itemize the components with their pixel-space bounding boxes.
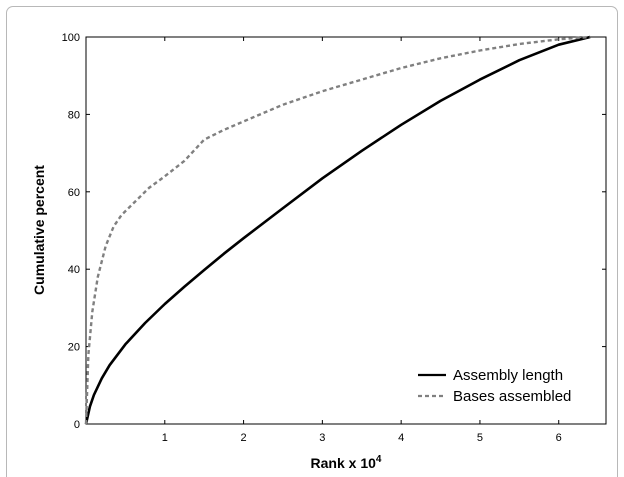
y-axis-label: Cumulative percent bbox=[31, 165, 47, 295]
x-axis-label: Rank x 104 bbox=[311, 454, 382, 471]
legend-label-bases-assembled: Bases assembled bbox=[453, 388, 571, 405]
series-line-bases-assembled bbox=[84, 35, 591, 425]
x-tick-label: 4 bbox=[398, 432, 404, 444]
y-tick-label: 20 bbox=[68, 342, 80, 354]
series-group bbox=[84, 35, 591, 425]
y-tick-label: 0 bbox=[74, 419, 80, 431]
x-tick-label: 3 bbox=[319, 432, 325, 444]
series-line-assembly-length bbox=[84, 35, 591, 425]
plot-area-border bbox=[85, 36, 607, 425]
x-axis-label-main: Rank x 10 bbox=[311, 455, 377, 471]
y-tick-label: 100 bbox=[62, 32, 80, 44]
x-axis-label-superscript: 4 bbox=[376, 454, 382, 465]
x-tick-label: 5 bbox=[477, 432, 483, 444]
y-tick-label: 80 bbox=[68, 109, 80, 121]
x-tick-label: 2 bbox=[241, 432, 247, 444]
x-tick-label: 6 bbox=[556, 432, 562, 444]
legend: Assembly length Bases assembled bbox=[418, 367, 571, 405]
y-tick-label: 60 bbox=[68, 187, 80, 199]
y-tick-label: 40 bbox=[68, 264, 80, 276]
legend-label-assembly-length: Assembly length bbox=[453, 367, 563, 384]
x-tick-label: 1 bbox=[162, 432, 168, 444]
axes: 0 20 40 60 80 100 1 2 3 4 5 6 bbox=[62, 32, 607, 444]
